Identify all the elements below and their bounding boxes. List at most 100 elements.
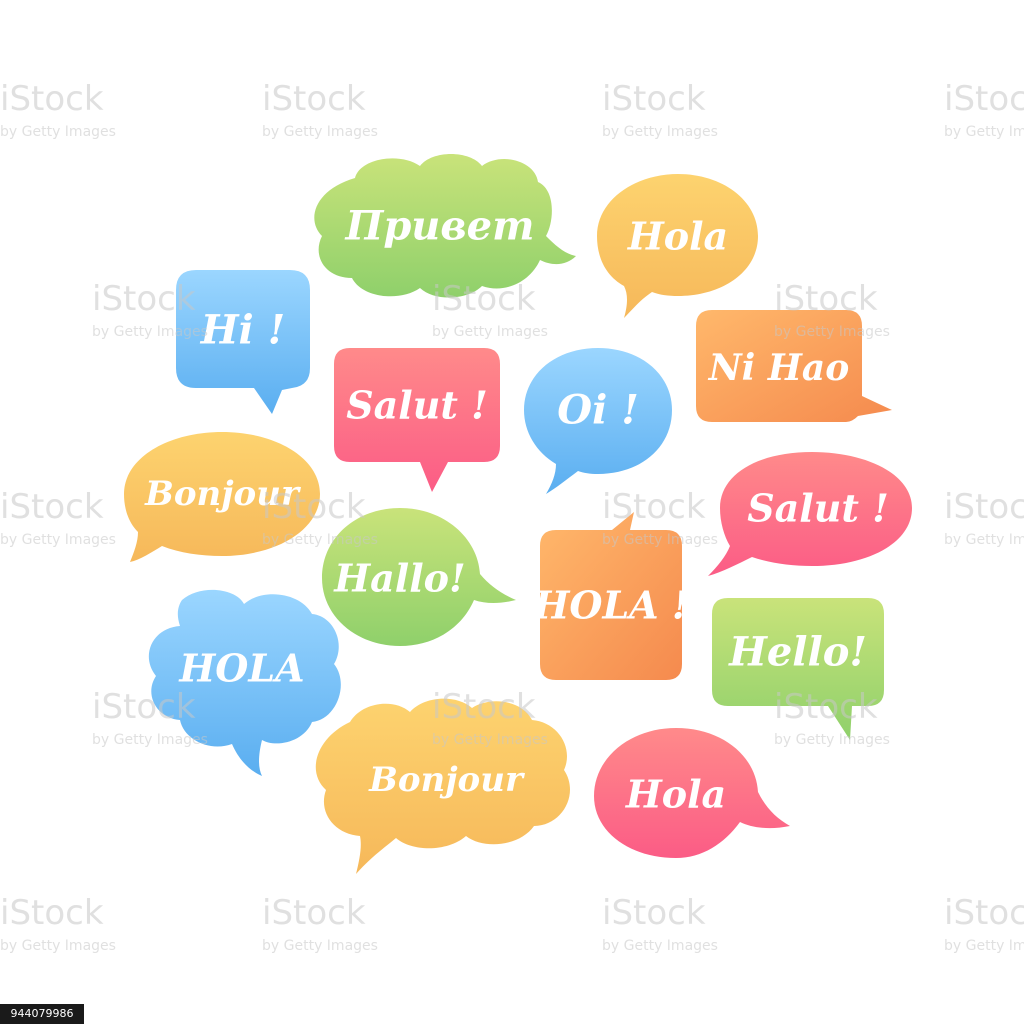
bubble-label: Salut ! <box>747 486 889 531</box>
watermark: iStock by Getty Images <box>944 79 1024 140</box>
cloud-bubble-shape <box>314 154 576 298</box>
watermark-byline: by Getty Images <box>262 532 378 548</box>
watermark-brand: iStock <box>944 893 1024 933</box>
speech-bubble-bonjour-cloud: Bonjour <box>315 698 571 874</box>
bubble-label: Hola <box>625 772 726 817</box>
watermark: iStock by Getty Images <box>944 893 1024 954</box>
watermark: iStock by Getty Images <box>262 79 378 140</box>
oval-bubble-shape <box>524 348 672 494</box>
watermark-byline: by Getty Images <box>944 532 1024 548</box>
watermark-brand: iStock <box>432 687 536 727</box>
oval-bubble-shape <box>594 728 790 858</box>
watermark: iStock by Getty Images <box>432 279 548 340</box>
speech-bubble-hola-cloud: HOLA <box>148 589 341 776</box>
watermark: iStock by Getty Images <box>602 487 718 548</box>
cloud-bubble-shape <box>148 589 341 776</box>
oval-bubble-shape <box>597 174 758 318</box>
watermark-brand: iStock <box>774 687 878 727</box>
speech-bubble-hello: Hello! <box>712 598 884 740</box>
watermark-brand: iStock <box>262 79 366 119</box>
watermark: iStock by Getty Images <box>0 487 116 548</box>
watermark-byline: by Getty Images <box>262 124 378 140</box>
bubble-label: Hello! <box>728 629 867 676</box>
watermark: iStock by Getty Images <box>774 687 890 748</box>
bubble-label: Bonjour <box>368 760 525 800</box>
bubble-label: Ni Hao <box>708 347 849 389</box>
rounded-rect-bubble-shape <box>334 348 500 492</box>
watermark-brand: iStock <box>602 79 706 119</box>
oval-bubble-shape <box>708 452 912 576</box>
speech-bubble-hola-pink: Hola <box>594 728 790 858</box>
bubble-label: Hi ! <box>200 307 285 354</box>
watermark: iStock by Getty Images <box>602 893 718 954</box>
watermark-brand: iStock <box>92 687 196 727</box>
watermark-byline: by Getty Images <box>0 532 116 548</box>
watermark-byline: by Getty Images <box>92 324 208 340</box>
watermark-byline: by Getty Images <box>262 938 378 954</box>
watermark-byline: by Getty Images <box>92 732 208 748</box>
bubble-label: HOLA <box>178 646 304 691</box>
watermark-brand: iStock <box>262 893 366 933</box>
stock-id-label: 944079986 <box>0 1004 84 1024</box>
watermark-byline: by Getty Images <box>602 938 718 954</box>
speech-bubble-salut: Salut ! <box>334 348 500 492</box>
watermark: iStock by Getty Images <box>602 79 718 140</box>
rounded-rect-bubble-shape <box>712 598 884 740</box>
rounded-rect-bubble-shape <box>540 512 682 680</box>
watermark: iStock by Getty Images <box>262 487 378 548</box>
oval-bubble-shape <box>124 432 320 562</box>
bubble-label: Hola <box>627 214 728 259</box>
watermark: iStock by Getty Images <box>432 687 548 748</box>
rounded-rect-bubble-shape <box>696 310 892 422</box>
watermark-byline: by Getty Images <box>774 324 890 340</box>
rounded-rect-bubble-shape <box>176 270 310 414</box>
watermark-brand: iStock <box>432 279 536 319</box>
speech-bubble-hi: Hi ! <box>176 270 310 414</box>
watermark-byline: by Getty Images <box>944 938 1024 954</box>
speech-bubble-hola: Hola <box>597 174 758 318</box>
oval-bubble-shape <box>322 508 516 646</box>
watermark-byline: by Getty Images <box>0 938 116 954</box>
speech-bubble-ni-hao: Ni Hao <box>696 310 892 422</box>
watermark-byline: by Getty Images <box>774 732 890 748</box>
watermark-brand: iStock <box>602 487 706 527</box>
watermark-brand: iStock <box>602 893 706 933</box>
watermark-byline: by Getty Images <box>0 124 116 140</box>
watermark-brand: iStock <box>262 487 366 527</box>
bubble-label: Hallo! <box>333 556 465 601</box>
cloud-bubble-shape <box>315 698 571 874</box>
speech-bubble-hola-caps: HOLA ! <box>532 512 689 680</box>
watermark: iStock by Getty Images <box>0 893 116 954</box>
bubble-label: Bonjour <box>144 474 301 514</box>
watermark-brand: iStock <box>92 279 196 319</box>
watermark: iStock by Getty Images <box>944 487 1024 548</box>
bubble-label: Oi ! <box>557 387 639 434</box>
speech-bubble-salut-right: Salut ! <box>708 452 912 576</box>
watermark-brand: iStock <box>0 79 104 119</box>
watermark-brand: iStock <box>944 487 1024 527</box>
watermark-byline: by Getty Images <box>944 124 1024 140</box>
watermark: iStock by Getty Images <box>0 79 116 140</box>
speech-bubble-privet: Привет <box>314 154 576 298</box>
watermark-byline: by Getty Images <box>602 124 718 140</box>
watermark-byline: by Getty Images <box>432 732 548 748</box>
bubble-label: Привет <box>345 203 535 250</box>
bubble-label: HOLA ! <box>532 583 688 628</box>
watermark-brand: iStock <box>944 79 1024 119</box>
watermark-byline: by Getty Images <box>602 532 718 548</box>
speech-bubble-bonjour: Bonjour <box>124 432 320 562</box>
watermark: iStock by Getty Images <box>262 893 378 954</box>
watermark-brand: iStock <box>0 487 104 527</box>
watermark: iStock by Getty Images <box>92 279 208 340</box>
watermark: iStock by Getty Images <box>774 279 890 340</box>
watermark-brand: iStock <box>774 279 878 319</box>
speech-bubble-oi: Oi ! <box>524 348 672 494</box>
bubble-label: Salut ! <box>346 383 488 428</box>
watermark-brand: iStock <box>0 893 104 933</box>
watermark: iStock by Getty Images <box>92 687 208 748</box>
speech-bubble-hallo: Hallo! <box>322 508 516 646</box>
watermark-byline: by Getty Images <box>432 324 548 340</box>
watermark-layer: iStock by Getty Images iStock by Getty I… <box>0 79 1024 954</box>
